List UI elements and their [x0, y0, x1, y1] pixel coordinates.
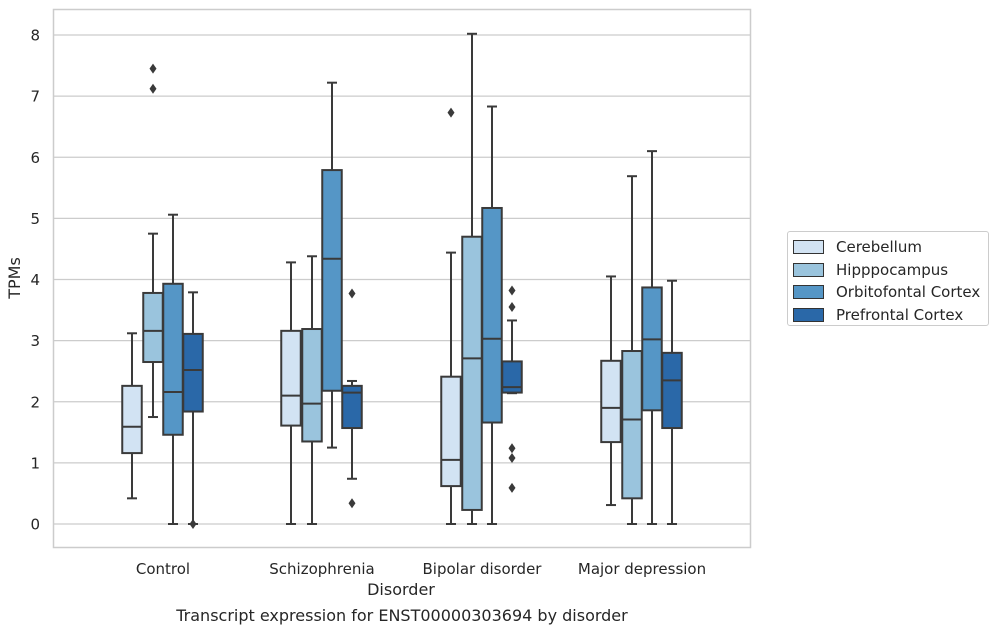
legend: Cerebellum Hipppocampus Orbitofontal Corte…	[787, 231, 989, 326]
outlier-point	[348, 288, 356, 299]
legend-label: Prefrontal Cortex	[836, 305, 964, 324]
iqr-box	[481, 206, 503, 424]
legend-item-orbitofontal-cortex[interactable]: Orbitofontal Cortex	[792, 281, 988, 304]
y-tick-label: 4	[30, 271, 40, 289]
box-hipppocampus-control	[142, 63, 164, 419]
box-prefrontal-cortex-bipolar-disorder	[501, 285, 523, 493]
y-tick-label: 3	[30, 332, 40, 350]
x-tick-label: Schizophrenia	[269, 560, 374, 578]
outlier-point	[508, 285, 516, 296]
box-orbitofontal-cortex-schizophrenia	[321, 81, 343, 449]
legend-label: Hipppocampus	[836, 260, 949, 279]
iqr-box	[121, 384, 143, 455]
legend-label: Cerebellum	[836, 238, 922, 257]
iqr-box	[621, 350, 643, 500]
legend-swatch	[793, 262, 824, 277]
legend-item-prefrontal-cortex[interactable]: Prefrontal Cortex	[792, 304, 988, 327]
box-prefrontal-cortex-schizophrenia	[341, 288, 363, 509]
legend-item-hipppocampus[interactable]: Hipppocampus	[792, 259, 988, 282]
iqr-box	[321, 169, 343, 392]
outlier-point	[508, 482, 516, 493]
iqr-box	[182, 332, 204, 413]
chart-caption: Transcript expression for ENST0000030369…	[176, 606, 628, 625]
x-tick-label: Major depression	[578, 560, 706, 578]
outlier-point	[508, 452, 516, 463]
box-prefrontal-cortex-control	[182, 291, 204, 529]
iqr-box	[661, 351, 683, 430]
x-tick-labels: Control Schizophrenia Bipolar disorder Majo…	[136, 560, 706, 578]
y-tick-label: 1	[30, 454, 40, 472]
iqr-box	[142, 291, 164, 364]
legend-swatch	[793, 307, 824, 322]
legend-swatch	[793, 285, 824, 300]
y-tick-label: 6	[30, 149, 40, 167]
box-hipppocampus-major-depression	[621, 175, 643, 525]
iqr-box	[301, 328, 323, 443]
outlier-point	[508, 302, 516, 313]
x-tick-label: Bipolar disorder	[423, 560, 543, 578]
legend-label: Orbitofontal Cortex	[836, 283, 981, 302]
y-tick-label: 2	[30, 393, 40, 411]
box-orbitofontal-cortex-control	[162, 213, 184, 525]
iqr-box	[461, 235, 483, 511]
outlier-point	[149, 63, 157, 74]
box-orbitofontal-cortex-bipolar-disorder	[481, 105, 503, 525]
y-tick-label: 0	[30, 516, 40, 534]
plot-area-frame	[52, 8, 752, 549]
box-prefrontal-cortex-major-depression	[661, 279, 683, 525]
iqr-box	[600, 359, 622, 444]
box-hipppocampus-bipolar-disorder	[461, 32, 483, 525]
y-tick-label: 8	[30, 27, 40, 45]
box-orbitofontal-cortex-major-depression	[641, 150, 663, 525]
box-cerebellum-major-depression	[600, 275, 622, 507]
box-cerebellum-bipolar-disorder	[440, 107, 462, 525]
y-tick-label: 7	[30, 88, 40, 106]
box-cerebellum-schizophrenia	[280, 261, 302, 525]
y-axis-title: TPMs	[5, 257, 24, 300]
y-tick-label: 5	[30, 210, 40, 228]
iqr-box	[440, 375, 462, 488]
iqr-box	[641, 286, 663, 412]
y-tick-labels: 0 1 2 3 4 5 6 7 8	[30, 27, 40, 534]
outlier-point	[348, 498, 356, 509]
box-cerebellum-control	[121, 332, 143, 500]
box-hipppocampus-schizophrenia	[301, 255, 323, 525]
box-series	[121, 32, 683, 529]
outlier-point	[508, 443, 516, 454]
iqr-box	[501, 360, 523, 394]
iqr-box	[341, 384, 363, 430]
iqr-box	[162, 282, 184, 436]
outlier-point	[447, 107, 455, 118]
iqr-box	[280, 329, 302, 427]
outlier-point	[189, 519, 197, 529]
legend-swatch	[793, 240, 824, 255]
x-axis-title: Disorder	[367, 580, 435, 599]
outlier-point	[149, 83, 157, 94]
grid-lines	[53, 34, 751, 525]
x-tick-label: Control	[136, 560, 190, 578]
legend-item-cerebellum[interactable]: Cerebellum	[792, 236, 988, 259]
